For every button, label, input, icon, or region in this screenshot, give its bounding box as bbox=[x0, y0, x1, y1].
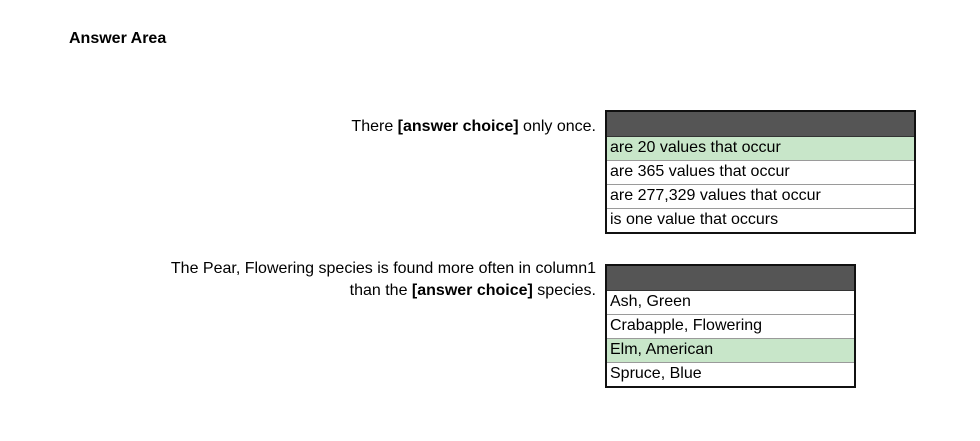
q1-prompt-before: There bbox=[351, 118, 398, 135]
q1-answer-choice-placeholder: [answer choice] bbox=[397, 118, 519, 135]
question-1-prompt: There [answer choice] only once. bbox=[351, 116, 596, 138]
dropdown-option[interactable]: Crabapple, Flowering bbox=[607, 315, 854, 339]
q2-answer-choice-placeholder: [answer choice] bbox=[411, 282, 533, 299]
question-2-prompt: The Pear, Flowering species is found mor… bbox=[171, 258, 596, 302]
q2-prompt-after: species. bbox=[532, 282, 596, 299]
answer-area-title: Answer Area bbox=[69, 30, 167, 47]
dropdown-option[interactable]: Spruce, Blue bbox=[610, 365, 702, 382]
question-2-dropdown[interactable]: Ash, Green Crabapple, Flowering Elm, Ame… bbox=[605, 264, 856, 388]
dropdown-header[interactable] bbox=[607, 266, 854, 291]
dropdown-option[interactable]: are 20 values that occur bbox=[607, 137, 914, 161]
dropdown-option[interactable]: Elm, American bbox=[607, 339, 854, 363]
dropdown-option[interactable]: are 277,329 values that occur bbox=[607, 185, 914, 209]
dropdown-option[interactable]: are 365 values that occur bbox=[607, 161, 914, 185]
dropdown-header[interactable] bbox=[607, 112, 914, 137]
question-1-dropdown[interactable]: are 20 values that occur are 365 values … bbox=[605, 110, 916, 234]
q2-prompt-before: than the bbox=[349, 282, 412, 299]
q2-prompt-line1: The Pear, Flowering species is found mor… bbox=[170, 260, 596, 277]
dropdown-option[interactable]: is one value that occurs bbox=[610, 211, 779, 228]
dropdown-option[interactable]: Ash, Green bbox=[607, 291, 854, 315]
q1-prompt-after: only once. bbox=[518, 118, 596, 135]
q2-prompt-line2: than the [answer choice] species. bbox=[171, 280, 596, 302]
